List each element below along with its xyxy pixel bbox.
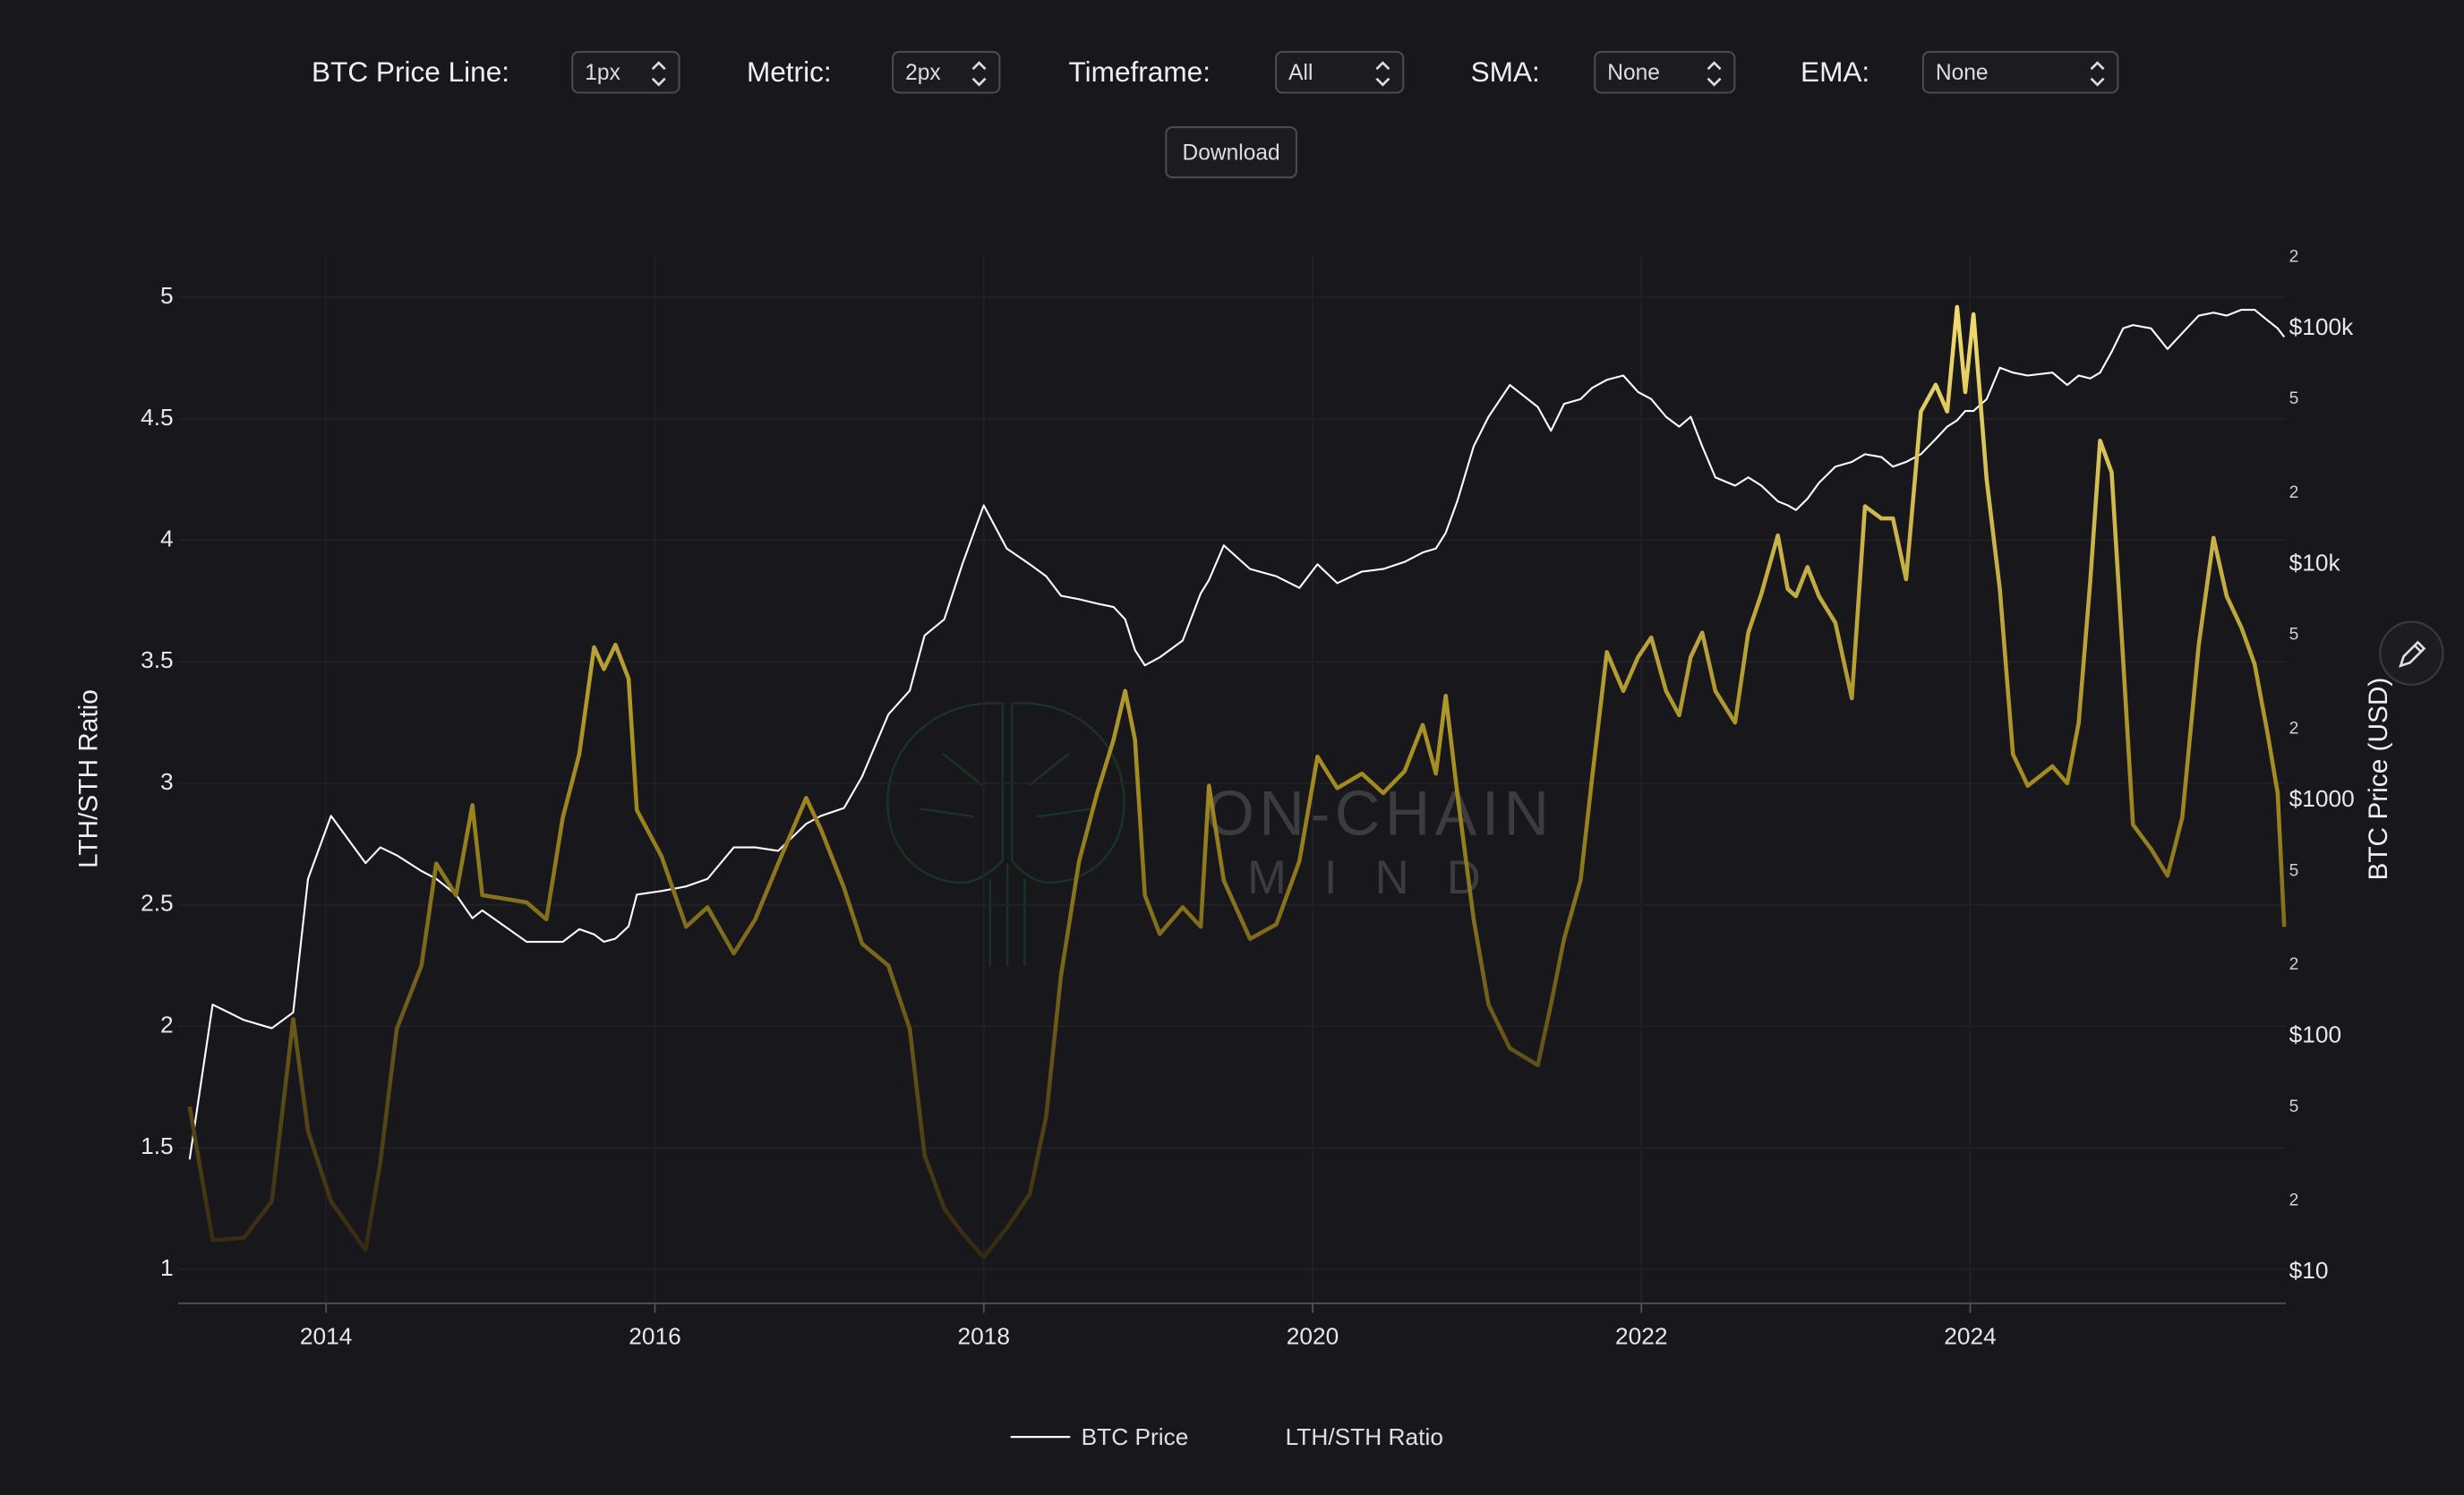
select-box[interactable]: [1921, 50, 2119, 94]
select-arrows: [1375, 61, 1390, 87]
control-label: Metric:: [747, 56, 832, 88]
select-box[interactable]: [571, 50, 680, 94]
y-axis-title: LTH/STH Ratio: [74, 689, 104, 868]
legend-label: BTC Price: [1082, 1423, 1189, 1450]
select-value[interactable]: All: [1288, 61, 1313, 85]
plot: 1 1.5 2 2.5 3 3.5 4 4.5 5 2014 2016 2018 2020 2022 202…: [74, 248, 2394, 1450]
y2-tick-label: 5: [2289, 389, 2299, 408]
select-value[interactable]: None: [1607, 61, 1660, 85]
y-tick-label: 5: [160, 282, 174, 309]
select-box[interactable]: [1275, 50, 1405, 94]
y-tick-label: 4: [160, 525, 174, 552]
y-tick-label: 2.5: [141, 890, 174, 917]
select-arrows: [1707, 61, 1722, 87]
control-label: BTC Price Line:: [312, 56, 509, 88]
select-box[interactable]: [892, 50, 1001, 94]
control-label: Timeframe:: [1069, 56, 1211, 88]
y2-tick-label: $1000: [2289, 785, 2355, 812]
download-button[interactable]: Download: [1165, 126, 1297, 179]
download-button-box[interactable]: [1165, 126, 1297, 179]
series-line: [188, 308, 2286, 1160]
brain-circuit: [919, 753, 1093, 966]
y-tick-label: 2: [160, 1011, 174, 1038]
select-value[interactable]: 1px: [585, 61, 620, 85]
brain-logo: [886, 702, 1125, 966]
select[interactable]: 1px: [571, 50, 680, 94]
series-line: [187, 304, 2287, 1260]
pencil-icon: [2399, 640, 2426, 668]
select[interactable]: All: [1275, 50, 1405, 94]
control-label: EMA:: [1801, 56, 1869, 88]
y-tick-label: 3.5: [141, 646, 174, 673]
x-tick-label: 2022: [1615, 1323, 1668, 1350]
select-arrows: [971, 61, 987, 87]
x-tick-label: 2024: [1944, 1323, 1997, 1350]
y2-tick-label: 2: [2289, 483, 2299, 502]
select[interactable]: None: [1594, 50, 1736, 94]
y2-tick-label: 2: [2289, 955, 2299, 974]
x-tick-label: 2020: [1287, 1323, 1339, 1350]
y2-tick-label: $100: [2289, 1021, 2342, 1047]
download-button-label[interactable]: Download: [1183, 141, 1280, 165]
y2-tick-label: $10: [2289, 1257, 2329, 1284]
select[interactable]: 2px: [892, 50, 1001, 94]
select[interactable]: None: [1921, 50, 2119, 94]
brain-left: [886, 702, 1005, 884]
y2-tick-label: 5: [2289, 1098, 2299, 1116]
y2-tick-label: $100k: [2289, 313, 2355, 340]
select-arrows: [651, 61, 666, 87]
y2-axis-title: BTC Price (USD): [2364, 678, 2393, 881]
select-arrows: [2090, 61, 2105, 87]
y2-tick-label: $10k: [2289, 549, 2341, 576]
y2-tick-label: 2: [2289, 1192, 2299, 1210]
edit-button[interactable]: [2379, 620, 2444, 686]
y2-tick-label: 5: [2289, 861, 2299, 880]
y-tick-label: 1.5: [141, 1132, 174, 1159]
select-value[interactable]: None: [1936, 61, 1989, 85]
y-tick-label: 4.5: [141, 404, 174, 431]
y-tick-label: 3: [160, 768, 174, 795]
legend-label: LTH/STH Ratio: [1286, 1423, 1443, 1450]
y2-tick-label: 2: [2289, 720, 2299, 739]
control-label: SMA:: [1471, 56, 1540, 88]
select-box[interactable]: [1594, 50, 1736, 94]
edit-button-circle[interactable]: [2379, 620, 2444, 686]
x-tick-label: 2014: [300, 1323, 353, 1350]
brain-right: [1011, 702, 1125, 884]
x-tick-label: 2016: [629, 1323, 681, 1350]
y2-tick-label: 5: [2289, 626, 2299, 645]
x-tick-label: 2018: [957, 1323, 1010, 1350]
select-value[interactable]: 2px: [905, 61, 941, 85]
y2-tick-label: 2: [2289, 248, 2299, 267]
y-tick-label: 1: [160, 1254, 174, 1281]
